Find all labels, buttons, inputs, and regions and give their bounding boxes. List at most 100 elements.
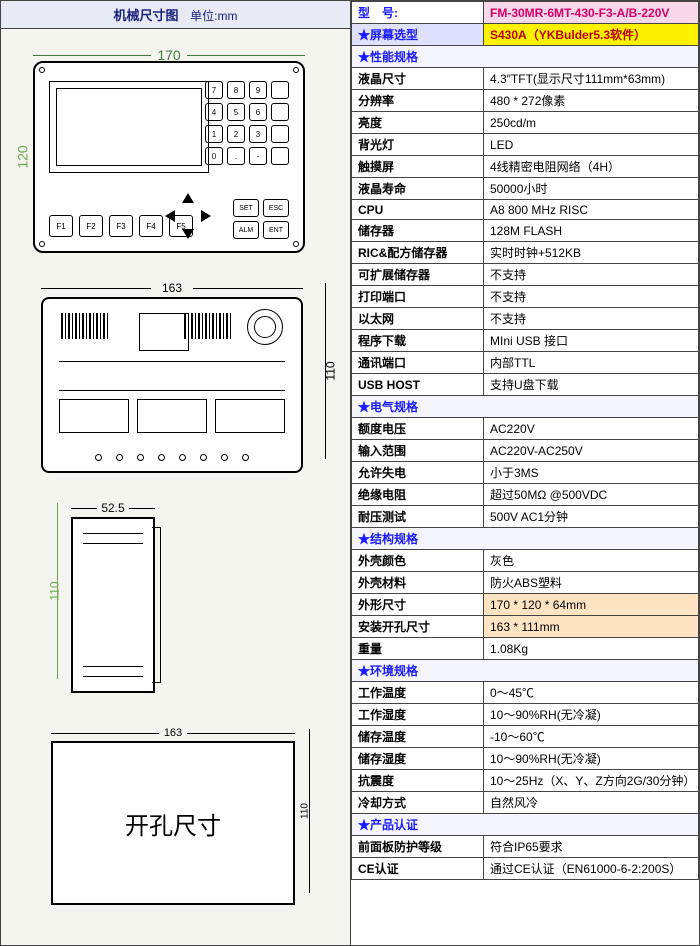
spec-label: 重量: [352, 638, 484, 660]
cutout-view: 163 开孔尺寸 110: [11, 721, 340, 905]
ctrl-btn: ALM: [233, 221, 259, 239]
key: -: [249, 147, 267, 165]
key: [271, 81, 289, 99]
dim-height-110: 110: [316, 283, 336, 459]
key: [271, 125, 289, 143]
spec-label: 额度电压: [352, 418, 484, 440]
key: [271, 147, 289, 165]
spec-value: MIni USB 接口: [484, 330, 699, 352]
spec-value: 自然风冷: [484, 792, 699, 814]
spec-label: 耐压测试: [352, 506, 484, 528]
spec-table-column: 型 号:FM-30MR-6MT-430-F3-A/B-220V★屏幕选型S430…: [351, 1, 699, 945]
spec-value: 超过50MΩ @500VDC: [484, 484, 699, 506]
spec-label: 液晶尺寸: [352, 68, 484, 90]
spec-value: 不支持: [484, 264, 699, 286]
spec-value: 10～90%RH(无冷凝): [484, 748, 699, 770]
key: 1: [205, 125, 223, 143]
spec-label: 型 号:: [352, 2, 484, 24]
spec-value: 250cd/m: [484, 112, 699, 134]
spec-value: 0～45℃: [484, 682, 699, 704]
dim-side-height: 110: [49, 503, 67, 679]
key: 8: [227, 81, 245, 99]
key: 4: [205, 103, 223, 121]
spec-label: 抗震度: [352, 770, 484, 792]
spec-label: 液晶寿命: [352, 178, 484, 200]
spec-label: 工作温度: [352, 682, 484, 704]
ctrl-btn: ESC: [263, 199, 289, 217]
side-panel: [71, 517, 155, 693]
numeric-keypad: 7894561230.-: [205, 81, 289, 165]
section-header: ★环境规格: [352, 660, 699, 682]
spec-value: 符合IP65要求: [484, 836, 699, 858]
cutout-panel: 开孔尺寸: [51, 741, 295, 905]
section-header: ★性能规格: [352, 46, 699, 68]
fkey: F3: [109, 215, 133, 237]
spec-value: 10～90%RH(无冷凝): [484, 704, 699, 726]
spec-value: 不支持: [484, 308, 699, 330]
spec-value: 4线精密电阻网络（4H）: [484, 156, 699, 178]
spec-value: AC220V-AC250V: [484, 440, 699, 462]
spec-value: 内部TTL: [484, 352, 699, 374]
key: 9: [249, 81, 267, 99]
spec-label: 绝缘电阻: [352, 484, 484, 506]
spec-label: 储存温度: [352, 726, 484, 748]
spec-label: 分辨率: [352, 90, 484, 112]
spec-value: 4.3″TFT(显示尺寸111mm*63mm): [484, 68, 699, 90]
control-buttons: SETESCALMENT: [233, 199, 289, 239]
key: 7: [205, 81, 223, 99]
nav-arrows: [165, 193, 211, 239]
key: 0: [205, 147, 223, 165]
spec-label: 可扩展储存器: [352, 264, 484, 286]
back-view: 163 110: [11, 277, 340, 477]
front-panel: 7894561230.- F1F2F3F4F5 SETESCALMENT: [33, 61, 305, 253]
section-header: ★产品认证: [352, 814, 699, 836]
spec-value: 500V AC1分钟: [484, 506, 699, 528]
spec-label: 打印端口: [352, 286, 484, 308]
ctrl-btn: SET: [233, 199, 259, 217]
front-view: 170 120 7894561230.- F1F2F3F4F5 SETESCAL…: [11, 49, 340, 257]
drawing-unit: 单位:mm: [190, 9, 237, 23]
drawing-body: 170 120 7894561230.- F1F2F3F4F5 SETESCAL…: [1, 29, 350, 945]
spec-label: 工作湿度: [352, 704, 484, 726]
spec-label: 程序下载: [352, 330, 484, 352]
key: 2: [227, 125, 245, 143]
spec-value: -10～60℃: [484, 726, 699, 748]
spec-value: FM-30MR-6MT-430-F3-A/B-220V: [484, 2, 699, 24]
mechanical-drawing-column: 机械尺寸图 单位:mm 170 120 7894561230.- F1F2F3F…: [1, 1, 351, 945]
spec-value: S430A（YKBulder5.3软件）: [484, 24, 699, 46]
spec-value: 防火ABS塑料: [484, 572, 699, 594]
spec-value: 163 * 111mm: [484, 616, 699, 638]
spec-label: 背光灯: [352, 134, 484, 156]
spec-value: 小于3MS: [484, 462, 699, 484]
spec-label: 输入范围: [352, 440, 484, 462]
drawing-title: 机械尺寸图: [114, 8, 179, 23]
key: 3: [249, 125, 267, 143]
back-panel: [41, 297, 303, 473]
dim-side-width: 52.5: [71, 501, 155, 515]
spec-value: 不支持: [484, 286, 699, 308]
spec-value: 50000小时: [484, 178, 699, 200]
fkey: F1: [49, 215, 73, 237]
spec-label: 外壳材料: [352, 572, 484, 594]
spec-label: 前面板防护等级: [352, 836, 484, 858]
spec-value: 1.08Kg: [484, 638, 699, 660]
spec-label: 通讯端口: [352, 352, 484, 374]
spec-label: CPU: [352, 200, 484, 220]
spec-label: USB HOST: [352, 374, 484, 396]
drawing-header: 机械尺寸图 单位:mm: [1, 1, 350, 29]
key: [271, 103, 289, 121]
spec-value: AC220V: [484, 418, 699, 440]
spec-value: 170 * 120 * 64mm: [484, 594, 699, 616]
spec-value: 128M FLASH: [484, 220, 699, 242]
spec-value: A8 800 MHz RISC: [484, 200, 699, 220]
spec-sheet: 机械尺寸图 单位:mm 170 120 7894561230.- F1F2F3F…: [0, 0, 700, 946]
spec-value: 支持U盘下载: [484, 374, 699, 396]
dim-cutout-height: 110: [301, 729, 319, 893]
spec-label: 亮度: [352, 112, 484, 134]
spec-label: ★屏幕选型: [352, 24, 484, 46]
spec-label: 冷却方式: [352, 792, 484, 814]
key: 5: [227, 103, 245, 121]
spec-table: 型 号:FM-30MR-6MT-430-F3-A/B-220V★屏幕选型S430…: [351, 1, 699, 880]
spec-label: 外壳颜色: [352, 550, 484, 572]
spec-label: 允许失电: [352, 462, 484, 484]
